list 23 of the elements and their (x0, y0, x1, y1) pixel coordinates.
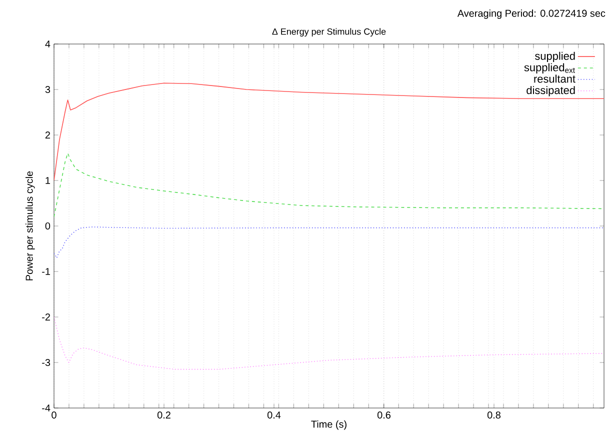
x-tick-label: 0.8 (487, 412, 500, 419)
legend-label: resultant (534, 74, 576, 83)
line-series (54, 316, 604, 370)
chart-title: Δ Energy per Stimulus Cycle (272, 28, 386, 37)
y-tick-label: 1 (46, 177, 50, 184)
y-tick-label: -2 (42, 314, 50, 320)
y-tick-label: -1 (42, 268, 50, 275)
y-tick-label: 0 (45, 222, 50, 230)
x-axis-title: Time (s) (311, 420, 346, 430)
legend-label: supplied$_{ext}$ (524, 63, 575, 74)
y-tick-label: -3 (42, 358, 50, 366)
x-tick-label: 0 (52, 412, 56, 419)
y-tick-label: 4 (45, 40, 50, 48)
legend-label: supplied (535, 52, 575, 62)
x-tick-label: 0.4 (267, 412, 281, 419)
y-tick-label: 2 (45, 132, 50, 138)
legend-label: dissipated (526, 86, 575, 96)
y-tick-label: -4 (42, 404, 50, 412)
y-axis-title: Power per stimulus cycle (25, 171, 35, 280)
x-tick-label: 0.6 (377, 412, 390, 419)
text: Averaging Period: 0.0272419 sec (457, 10, 606, 19)
y-tick-label: 3 (45, 86, 50, 94)
x-tick-label: 0.2 (157, 412, 170, 419)
